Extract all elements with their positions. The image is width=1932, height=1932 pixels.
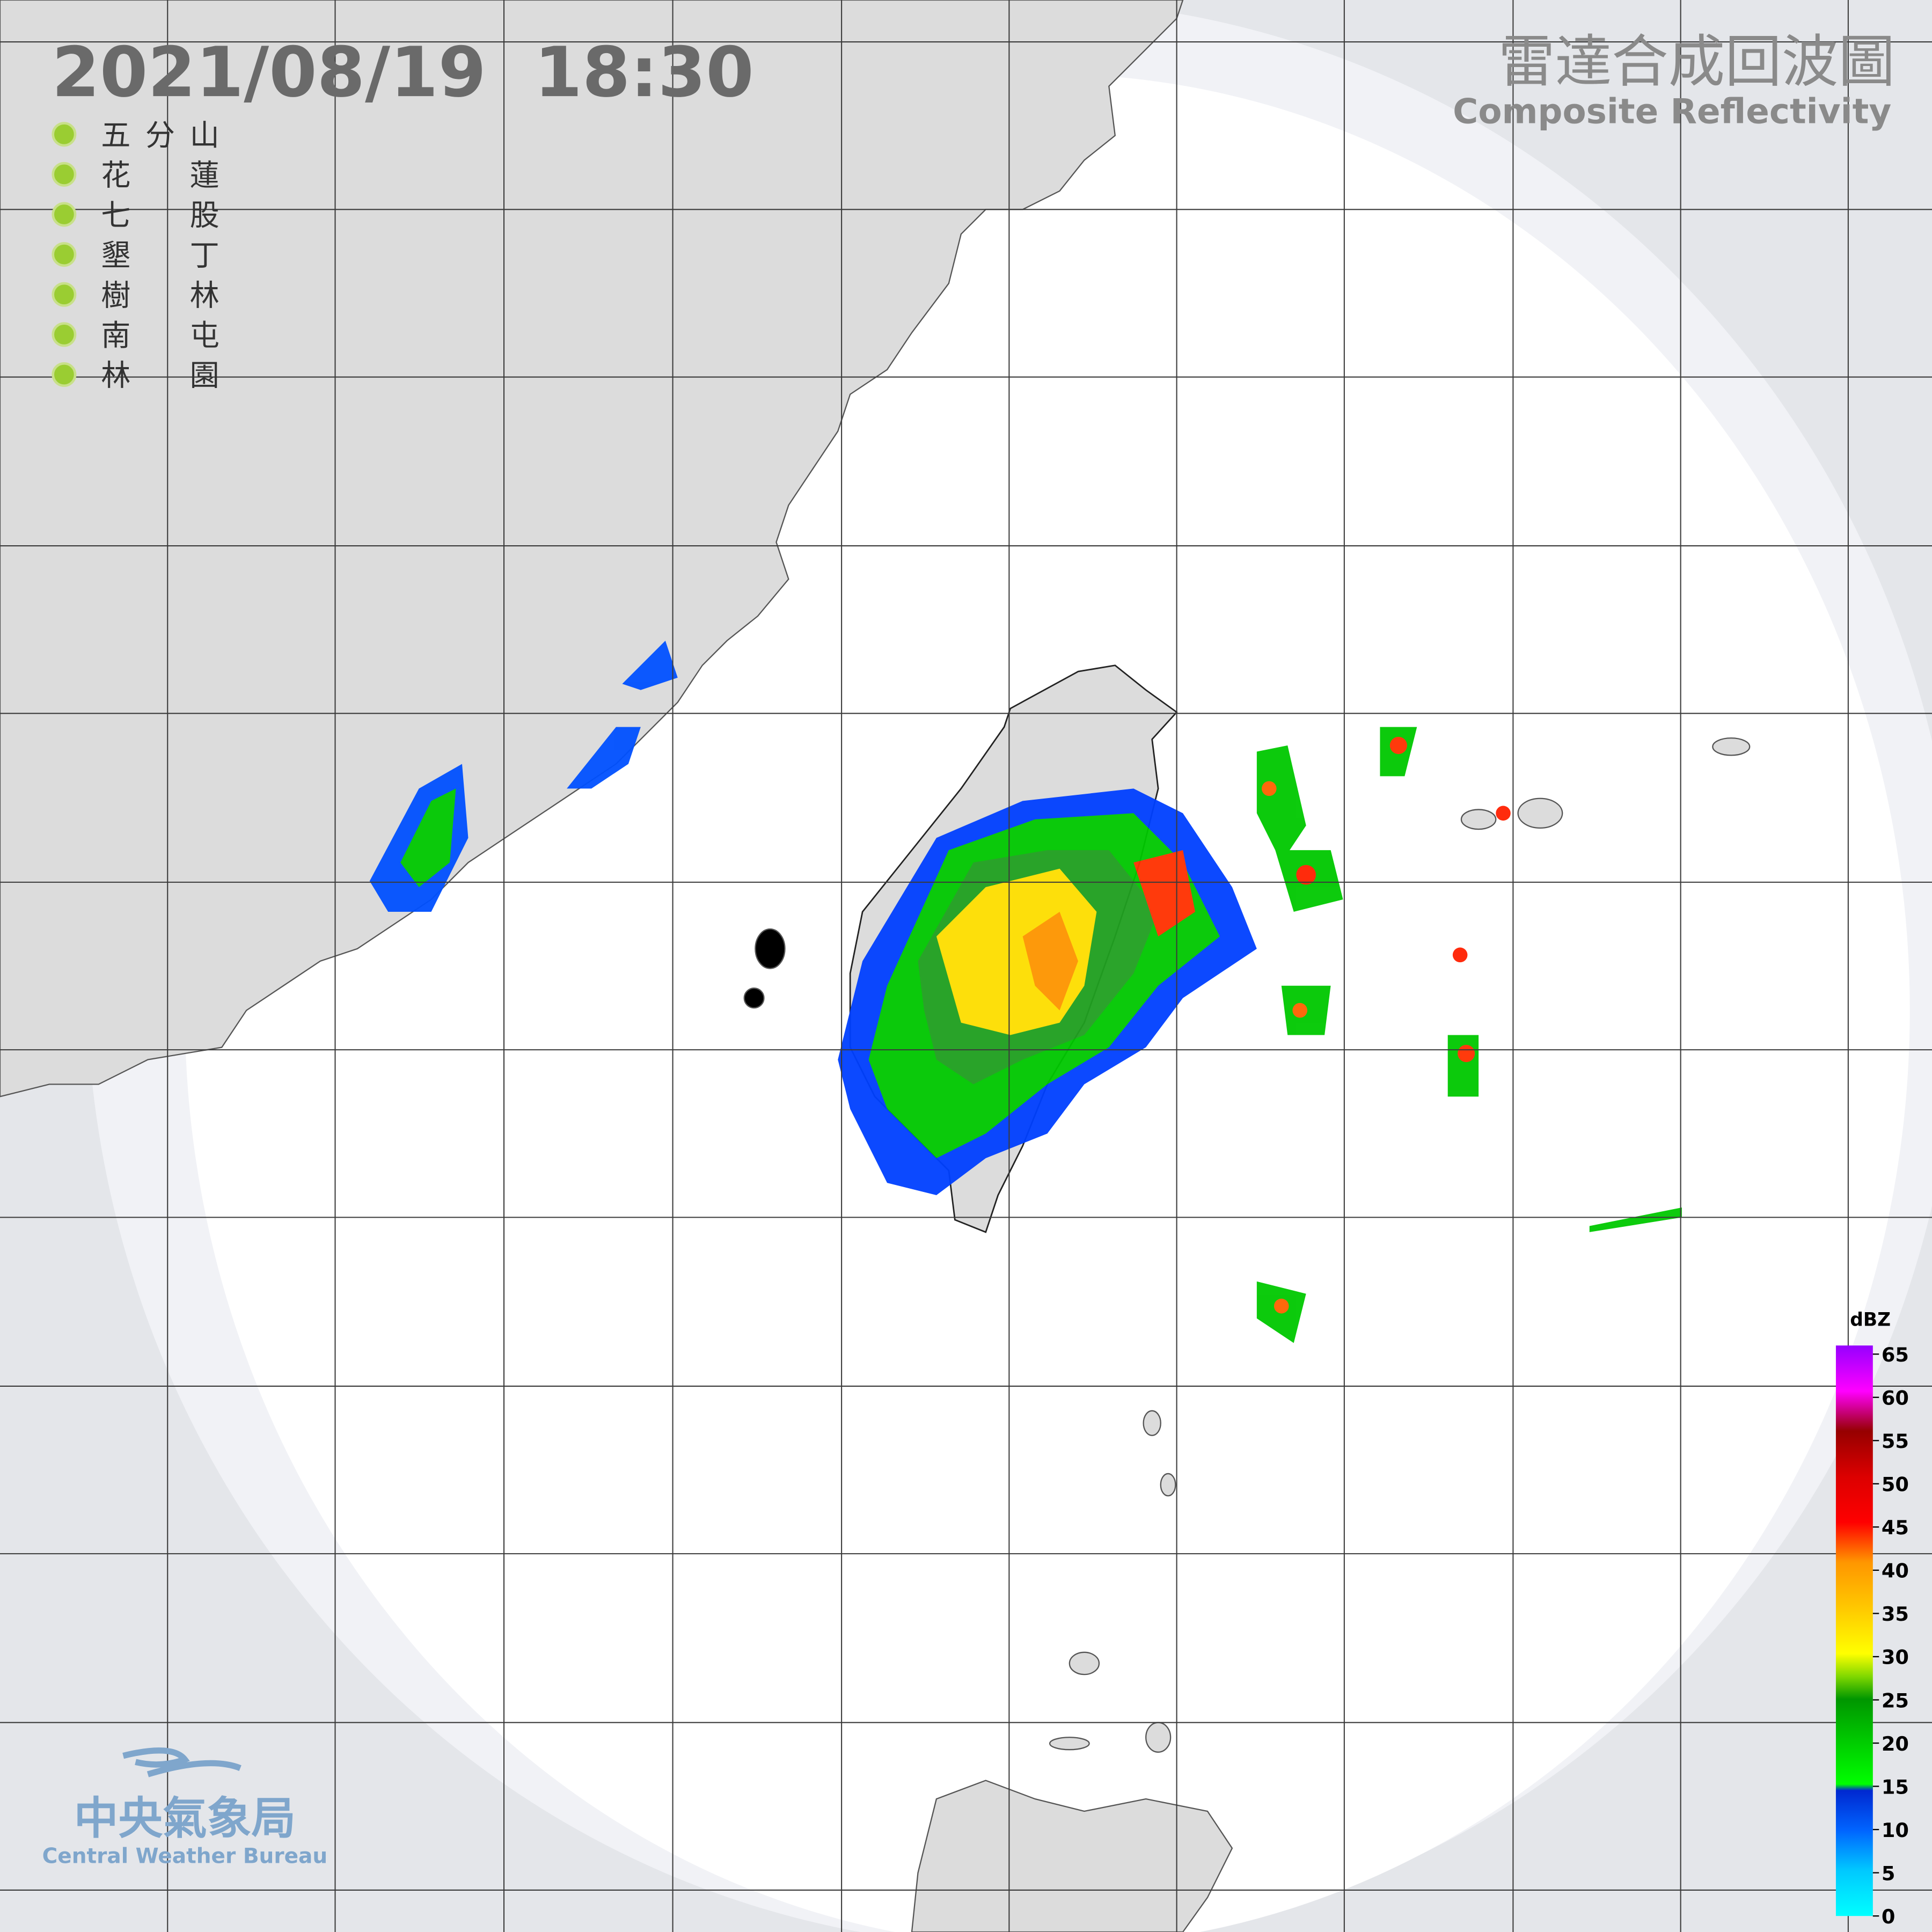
datetime: 2021/08/19 18:30: [52, 33, 753, 113]
station-dot: [52, 362, 77, 387]
logo-name: 中央氣象局: [74, 1792, 296, 1844]
islands: [743, 737, 1751, 1753]
colorbar-label: 25: [1882, 1689, 1909, 1712]
colorbar-label: 50: [1882, 1473, 1909, 1496]
colorbar-label: 40: [1882, 1560, 1909, 1583]
colorbar-label: 30: [1882, 1646, 1909, 1669]
legend-unit: dBZ: [1850, 1309, 1891, 1330]
radar-echoes: [369, 640, 1682, 1343]
luzon: [911, 1780, 1233, 1932]
station-dot: [52, 202, 77, 227]
colorbar-label: 35: [1882, 1602, 1909, 1626]
station-dot: [52, 162, 77, 187]
mainland-coast: [0, 0, 1184, 1097]
colorbar-label: 65: [1882, 1343, 1909, 1366]
title: 雷達合成回波圖: [1498, 29, 1895, 95]
colorbar-label: 5: [1882, 1862, 1896, 1885]
station-dot: [52, 122, 77, 147]
subtitle: Composite Reflectivity: [1453, 92, 1891, 132]
station-dot: [52, 322, 77, 347]
colorbar-label: 15: [1882, 1775, 1909, 1798]
colorbar-label: 20: [1882, 1732, 1909, 1755]
colorbar: [1835, 1345, 1873, 1916]
station-name: 五分山: [101, 118, 219, 152]
logo-name-en: Central Weather Bureau: [42, 1844, 328, 1868]
logo-mark: [122, 1747, 241, 1777]
colorbar-label: 10: [1882, 1819, 1909, 1842]
station-dot: [52, 242, 77, 267]
colorbar-label: 55: [1882, 1430, 1909, 1453]
colorbar-ticks: 0 5 10 15 20 25 30 35 40 45 50 55 60 65: [1872, 1343, 1909, 1928]
colorbar-label: 0: [1882, 1905, 1896, 1928]
station-dot: [52, 282, 77, 307]
colorbar-label: 60: [1882, 1387, 1909, 1410]
colorbar-label: 45: [1882, 1516, 1909, 1539]
